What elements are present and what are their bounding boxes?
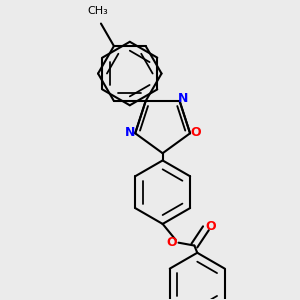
- Text: CH₃: CH₃: [88, 6, 108, 16]
- Text: O: O: [166, 236, 177, 249]
- Text: N: N: [125, 126, 135, 139]
- Text: O: O: [190, 126, 201, 139]
- Text: O: O: [205, 220, 216, 233]
- Text: N: N: [178, 92, 188, 105]
